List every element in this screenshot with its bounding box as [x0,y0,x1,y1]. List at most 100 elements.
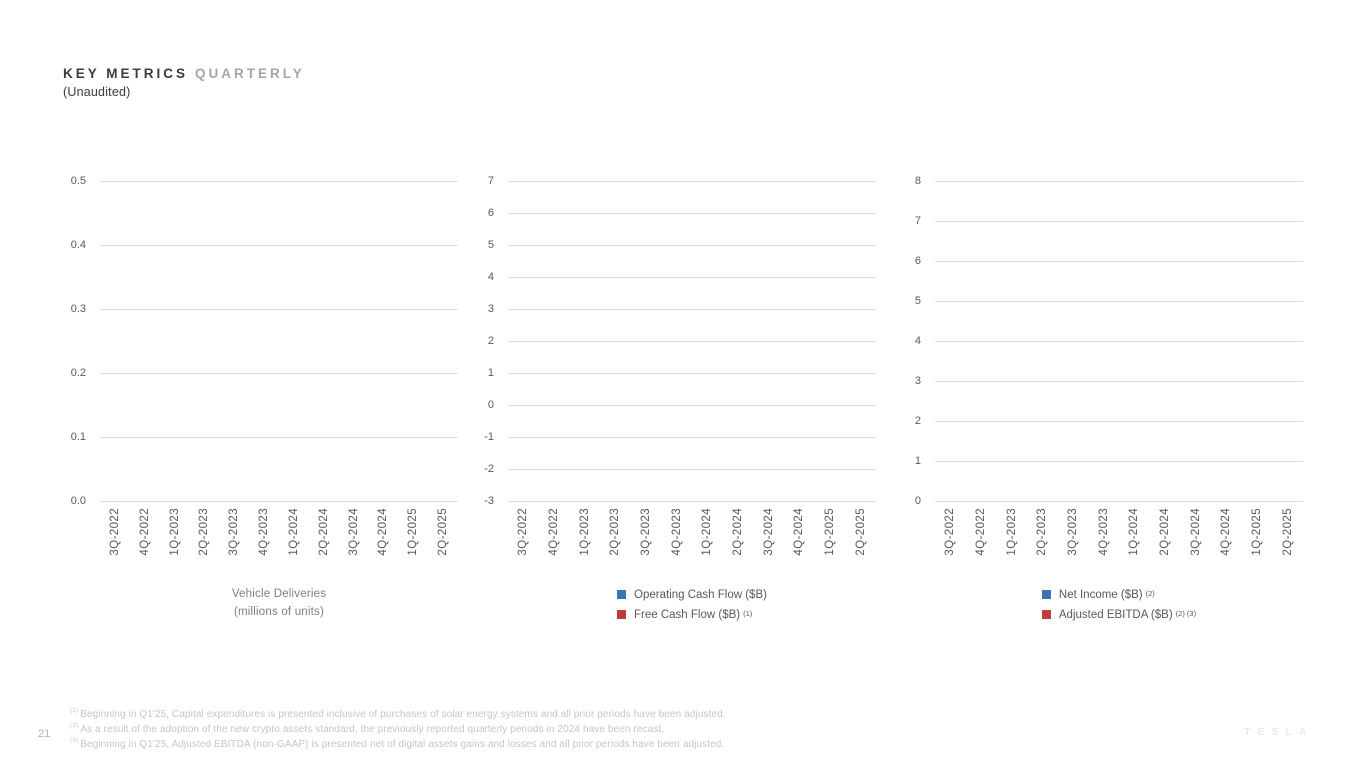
y-tick-label: 6 [487,207,494,219]
legend-item: Operating Cash Flow ($B) [617,585,767,605]
title-primary: KEY METRICS [63,66,189,81]
x-tick-label: 4Q-2024 [377,508,390,556]
gridline [935,341,1303,342]
chart-title: Vehicle Deliveries [231,588,327,600]
gridline [508,501,876,502]
chart-vehicle-deliveries: 0.5 0.4 0.3 0.2 0.1 0.0 3Q-2022 4Q-2022 1Q-2023… [71,175,458,618]
x-tick-label: 4Q-2022 [548,508,560,556]
gridline [935,301,1303,302]
page-title: KEY METRICS QUARTERLY [63,66,305,81]
gridline [508,181,876,182]
y-tick-label: 0.2 [70,367,86,379]
legend-swatch [1041,589,1051,599]
y-tick-label: 1 [914,455,921,467]
footnote-marker: (1) [70,706,79,714]
x-tick-label: 2Q-2025 [437,508,450,556]
legend-footnote-ref: (1) [743,609,753,619]
title-secondary: QUARTERLY [195,66,305,81]
chart-legend: Net Income ($B) (2) Adjusted EBITDA ($B) (2… [935,585,1303,625]
plot-area [100,181,458,502]
x-tick-label: 1Q-2025 [1251,508,1263,556]
footnote-marker: (3) [70,736,79,744]
x-tick-label: 1Q-2025 [407,508,420,556]
page-number: 21 [38,728,51,740]
y-tick-label: 0 [487,399,494,411]
legend-label: Free Cash Flow ($B) [634,609,741,621]
gridline [935,501,1303,502]
y-tick-label: -1 [484,431,494,443]
plot-area [935,181,1303,502]
legend-footnote-ref: (2) (3) [1175,609,1197,619]
x-tick-label: 2Q-2023 [1036,508,1049,556]
x-tick-label: 1Q-2023 [1005,508,1018,556]
legend-swatch [1041,609,1051,619]
gridline [508,309,876,310]
legend-item: Net Income ($B) (2) [1041,585,1155,605]
gridline [935,461,1303,462]
gridline [100,181,458,182]
legend-label: Net Income ($B) [1058,589,1143,601]
y-axis: 0.5 0.4 0.3 0.2 0.1 0.0 [44,175,86,507]
x-tick-label: 3Q-2023 [640,508,652,556]
footnote-2: (2) As a result of the adoption of the ne… [70,722,726,737]
x-tick-label: 2Q-2025 [854,508,867,556]
legend-swatch [617,609,627,619]
x-tick-label: 4Q-2022 [138,508,151,556]
x-tick-label: 2Q-2025 [1281,508,1294,556]
y-tick-label: 4 [487,271,494,283]
gridline [935,221,1303,222]
x-tick-label: 1Q-2025 [824,508,836,556]
footnote-text: Beginning in Q1'25, Capital expenditures… [80,709,726,720]
y-axis: 8 7 6 5 4 3 2 1 0 [879,175,921,507]
x-tick-label: 3Q-2024 [347,508,360,556]
x-tick-label: 3Q-2023 [228,508,241,556]
x-tick-label: 3Q-2024 [1189,508,1202,556]
y-tick-label: 0.5 [70,175,86,187]
x-tick-label: 1Q-2024 [1128,508,1141,556]
x-tick-label: 4Q-2024 [1220,508,1233,556]
x-axis: 3Q-2022 4Q-2022 1Q-2023 2Q-2023 3Q-2023 4Q-20… [100,508,458,574]
tesla-wordmark: TESLA [1244,726,1314,738]
gridline [508,373,876,374]
x-tick-label: 3Q-2024 [762,508,775,556]
y-tick-label: 3 [914,375,921,387]
gridline [935,261,1303,262]
gridline [100,501,458,502]
x-tick-label: 3Q-2022 [108,508,121,556]
x-tick-label: 1Q-2024 [701,508,714,556]
x-tick-label: 4Q-2022 [975,508,987,556]
y-tick-label: 6 [914,255,921,267]
chart-legend: Operating Cash Flow ($B) Free Cash Flow (… [508,585,876,625]
x-axis: 3Q-2022 4Q-2022 1Q-2023 2Q-2023 3Q-2023 4Q-20… [508,508,876,574]
legend-entries: Net Income ($B) (2) Adjusted EBITDA ($B) (2… [1041,585,1197,625]
legend-swatch [617,589,627,599]
y-tick-label: 5 [914,295,921,307]
y-tick-label: 1 [487,367,494,379]
gridline [508,437,876,438]
y-axis: 7 6 5 4 3 2 1 0 -1 -2 -3 [452,175,494,507]
footnotes: (1) Beginning in Q1'25, Capital expenditu… [70,707,726,752]
gridline [508,245,876,246]
x-tick-label: 3Q-2022 [517,508,530,556]
gridline [508,213,876,214]
plot-area [508,181,876,502]
y-tick-label: 3 [487,303,494,315]
chart-axis-title: Vehicle Deliveries (millions of units) [100,585,458,621]
gridline [100,373,458,374]
gridline [508,341,876,342]
x-tick-label: 2Q-2024 [732,508,744,556]
gridline [508,277,876,278]
legend-entries: Operating Cash Flow ($B) Free Cash Flow (… [617,585,767,625]
gridline [508,405,876,406]
y-tick-label: 0.3 [70,303,86,315]
footnote-text: As a result of the adoption of the new c… [80,724,665,735]
x-tick-label: 4Q-2023 [1097,508,1110,556]
x-tick-label: 2Q-2024 [317,508,330,556]
x-tick-label: 2Q-2024 [1159,508,1171,556]
y-tick-label: 8 [914,175,921,187]
legend-item: Adjusted EBITDA ($B) (2) (3) [1041,605,1197,625]
y-tick-label: 2 [914,415,921,427]
gridline [935,381,1303,382]
legend-item: Free Cash Flow ($B) (1) [617,605,752,625]
